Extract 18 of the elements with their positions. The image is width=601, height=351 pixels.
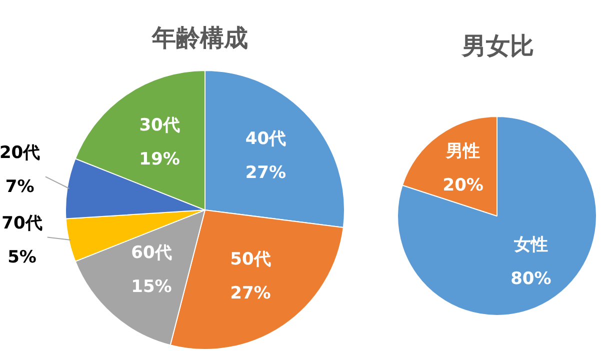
slice-label: 70代 bbox=[2, 213, 42, 234]
chart-title: 年齢構成 bbox=[150, 23, 249, 54]
data-label: 27% bbox=[245, 162, 286, 183]
data-label: 80% bbox=[510, 269, 552, 290]
data-label: 20% bbox=[442, 176, 484, 196]
data-label: 19% bbox=[139, 150, 180, 170]
data-label: 7% bbox=[5, 177, 34, 198]
slice-label: 男性 bbox=[445, 142, 480, 162]
slice-label: 女性 bbox=[512, 235, 548, 256]
slice-label: 60代 bbox=[131, 243, 172, 264]
chart-title: 男女比 bbox=[460, 31, 535, 62]
slice-label: 50代 bbox=[230, 249, 271, 270]
slice-label: 40代 bbox=[245, 128, 286, 149]
data-label: 5% bbox=[8, 247, 36, 268]
slice-label: 20代 bbox=[0, 143, 40, 164]
data-label: 15% bbox=[131, 277, 172, 298]
data-label: 27% bbox=[230, 283, 271, 304]
slice-label: 30代 bbox=[139, 116, 180, 136]
